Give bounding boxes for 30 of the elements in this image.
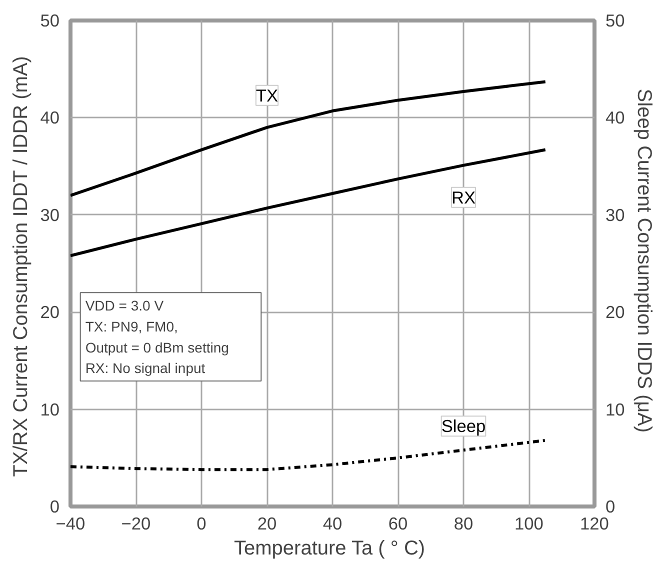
y-tick-label: 0: [50, 496, 60, 516]
y2-tick-label: 30: [606, 204, 625, 225]
y2-tick-label: 10: [606, 399, 625, 420]
y-tick-label: 40: [40, 108, 60, 128]
y-tick-label: 50: [40, 10, 60, 30]
y2-axis-title: Sleep Current Consumption IDDS (μA): [632, 88, 655, 433]
x-tick-label: 120: [580, 514, 609, 534]
y2-tick-label: 0: [606, 496, 616, 516]
x-tick-label: 60: [388, 514, 408, 534]
series-label: RX: [451, 187, 476, 208]
y-tick-label: 30: [40, 204, 60, 225]
x-tick-label: 100: [514, 514, 544, 534]
x-tick-label: 40: [322, 514, 342, 534]
x-tick-label: −40: [56, 514, 86, 534]
x-tick-label: 0: [196, 514, 206, 534]
series-label: Sleep: [441, 416, 486, 436]
line-series: [70, 148, 547, 258]
y2-tick-label: 20: [606, 302, 625, 322]
x-axis-title: Temperature Ta ( ° C): [234, 538, 426, 560]
x-tick-label: 80: [454, 514, 474, 534]
series-label: TX: [256, 85, 279, 106]
line-series: [70, 438, 547, 472]
y-tick-label: 10: [40, 399, 60, 420]
y-tick-label: 20: [40, 302, 60, 322]
y2-tick-label: 40: [606, 108, 625, 128]
x-tick-label: −20: [121, 514, 151, 534]
annotation: VDD = 3.0 V TX: PN9, FM0, Output = 0 dBm setting RX: No signal input: [85, 298, 229, 376]
y-axis-title: TX/RX Current Consumption IDDT / IDDR (mA): [10, 56, 32, 477]
y2-tick-label: 50: [606, 10, 625, 30]
x-tick-label: 20: [257, 514, 277, 534]
